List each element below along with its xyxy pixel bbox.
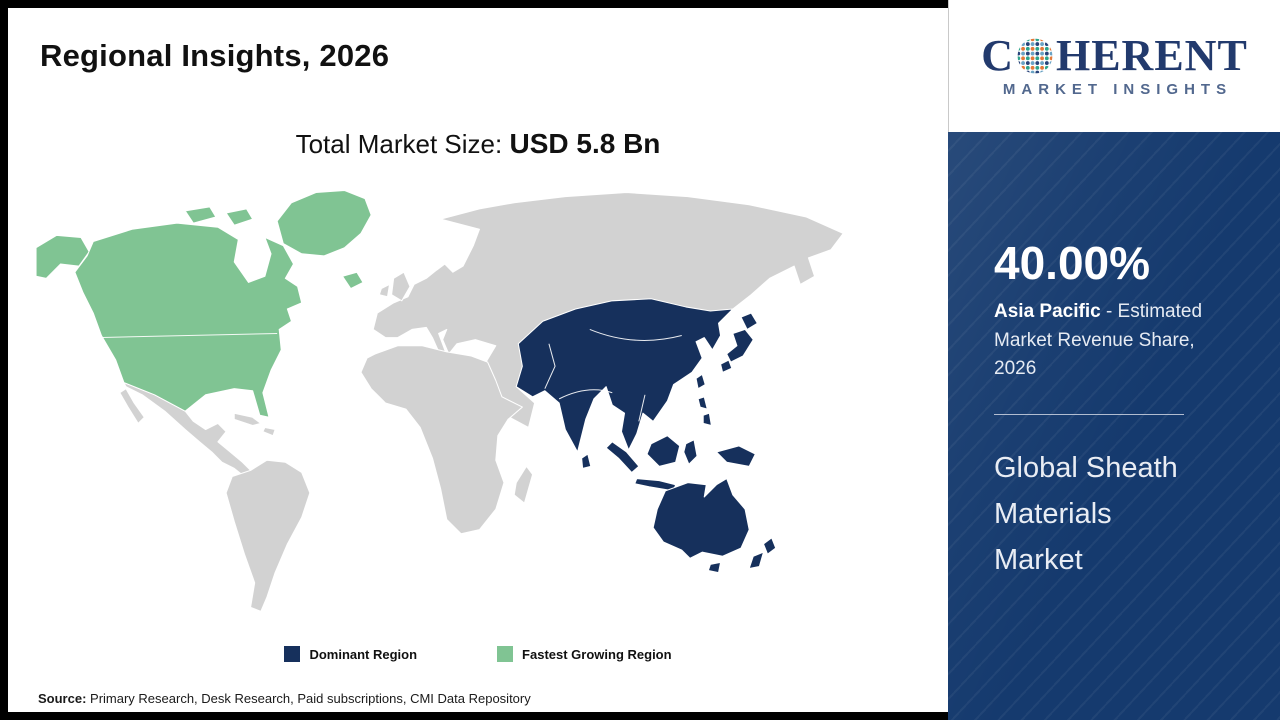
region-sulawesi	[683, 439, 698, 465]
legend-item-fastest: Fastest Growing Region	[497, 646, 672, 662]
region-cuba	[233, 412, 262, 426]
brand-tagline: MARKET INSIGHTS	[1002, 81, 1233, 98]
total-market-size: Total Market Size: USD 5.8 Bn	[8, 128, 948, 160]
region-tasmania	[707, 561, 722, 574]
region-iceland	[342, 271, 364, 290]
region-africa	[360, 345, 523, 535]
legend-item-dominant: Dominant Region	[284, 646, 417, 662]
region-madagascar	[513, 465, 534, 504]
region-canada-usa	[74, 222, 303, 418]
sidebar: C HERENT MARKET INSIGHTS	[948, 0, 1280, 720]
region-arctic-island-east	[225, 208, 254, 226]
region-japan-hokkaido	[740, 312, 758, 330]
region-asia-pacific-mainland	[515, 298, 734, 453]
world-map	[34, 184, 882, 624]
region-new-zealand-north	[762, 537, 777, 555]
sidebar-divider	[994, 413, 1184, 415]
region-taiwan	[695, 373, 706, 390]
fastest-growing-region-label: Fastest Growing Region	[522, 646, 672, 662]
region-new-guinea	[715, 445, 756, 467]
market-size-value: USD 5.8 Bn	[509, 128, 661, 159]
legend: Dominant Region Fastest Growing Region	[8, 646, 948, 662]
logo-globe-icon	[1017, 38, 1053, 74]
region-uk	[391, 271, 411, 302]
region-arctic-island-west	[184, 206, 217, 224]
region-japan-kyushu	[720, 359, 733, 373]
region-ireland	[378, 283, 391, 298]
brand-letter-c: C	[981, 31, 1014, 80]
revenue-share-description: Asia Pacific - Estimated Market Revenue …	[994, 298, 1229, 384]
revenue-share-region: Asia Pacific	[994, 301, 1101, 322]
sidebar-content: 40.00% Asia Pacific - Estimated Market R…	[948, 240, 1280, 584]
fastest-growing-region-swatch-icon	[497, 646, 514, 662]
source-line: Source: Primary Research, Desk Research,…	[38, 691, 531, 706]
country-borders	[97, 328, 682, 422]
world-map-svg	[35, 189, 844, 612]
main-content: Regional Insights, 2026 Total Market Siz…	[0, 0, 948, 720]
source-text: Primary Research, Desk Research, Paid su…	[90, 691, 531, 706]
region-sumatra	[605, 441, 640, 473]
brand-rest: HERENT	[1055, 31, 1248, 80]
region-sri-lanka	[581, 453, 592, 469]
region-south-america	[225, 459, 311, 612]
brand-logo: C HERENT MARKET INSIGHTS	[948, 0, 1280, 132]
dominant-region-label: Dominant Region	[309, 646, 418, 662]
region-philippines-north	[697, 396, 708, 410]
region-new-zealand-south	[748, 551, 764, 570]
region-hispaniola	[262, 426, 276, 437]
region-greenland	[276, 189, 372, 257]
region-baja-california	[119, 388, 145, 424]
source-label: Source:	[38, 691, 87, 706]
market-name: Global Sheath Materials Market	[994, 451, 1178, 577]
dominant-region-swatch-icon	[284, 646, 301, 662]
page-title: Regional Insights, 2026	[40, 38, 390, 73]
revenue-share-text: - Estimated Market Revenue Share, 2026	[994, 301, 1203, 379]
revenue-share-value: 40.00%	[994, 237, 1151, 289]
brand-wordmark: C HERENT	[981, 34, 1248, 78]
region-japan-honshu	[726, 328, 754, 363]
region-borneo	[646, 435, 681, 467]
region-philippines-south	[702, 412, 712, 426]
region-australia	[652, 478, 750, 559]
market-size-label: Total Market Size:	[295, 129, 503, 159]
